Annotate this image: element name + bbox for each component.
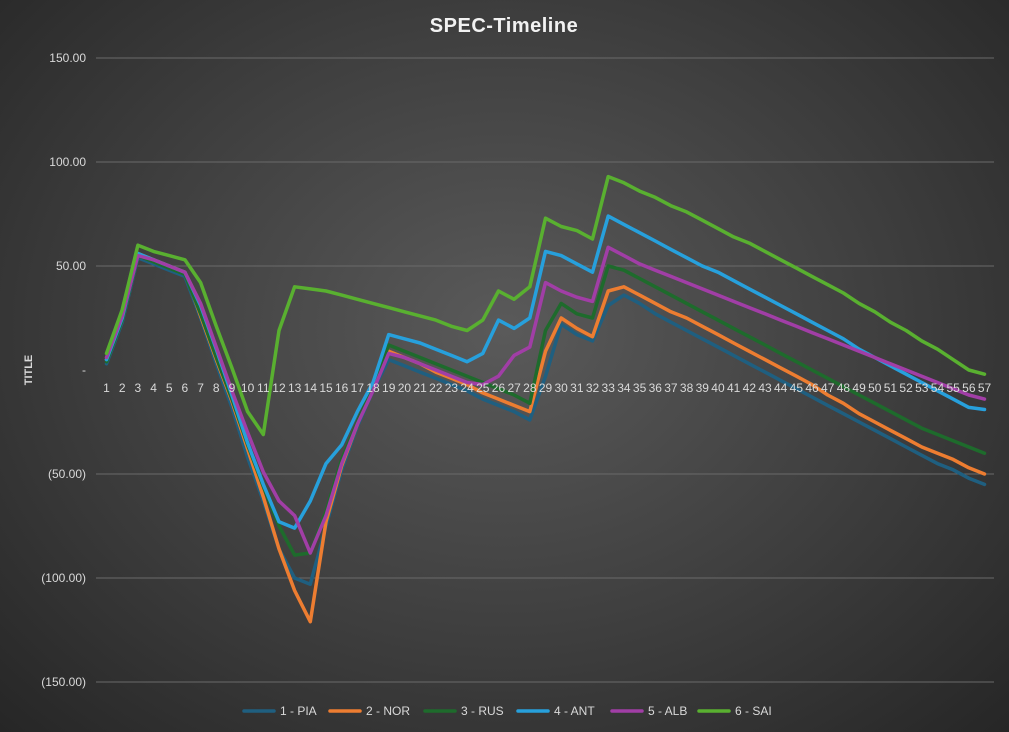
x-tick-label: 26 (492, 381, 506, 395)
x-tick-label: 15 (319, 381, 333, 395)
y-tick-label: (150.00) (41, 675, 86, 689)
gridlines (96, 57, 994, 683)
x-tick-label: 40 (711, 381, 725, 395)
x-tick-label: 41 (727, 381, 741, 395)
x-tick-label: 25 (476, 381, 490, 395)
y-tick-label: 150.00 (49, 51, 86, 65)
series-lines (104, 174, 987, 624)
x-tick-label: 35 (633, 381, 647, 395)
x-tick-label: 50 (868, 381, 882, 395)
y-tick-label: (50.00) (48, 467, 86, 481)
x-tick-label: 1 (103, 381, 110, 395)
x-tick-label: 36 (649, 381, 663, 395)
x-tick-label: 44 (774, 381, 788, 395)
x-tick-label: 10 (241, 381, 255, 395)
x-tick-label: 32 (586, 381, 600, 395)
x-tick-label: 52 (899, 381, 913, 395)
series-line (104, 174, 987, 437)
x-tick-label: 31 (570, 381, 584, 395)
x-tick-label: 24 (460, 381, 474, 395)
x-tick-label: 33 (602, 381, 616, 395)
x-tick-label: 30 (554, 381, 568, 395)
series-line (104, 245, 987, 555)
x-tick-label: 2 (119, 381, 126, 395)
x-tick-label: 29 (539, 381, 553, 395)
legend: 1 - PIA 2 - NOR 3 - RUS 4 - ANT 5 - ALB 6 - S… (242, 704, 772, 718)
x-tick-label: 13 (288, 381, 302, 395)
y-axis-label: TITLE (23, 355, 35, 386)
series-line (104, 214, 987, 530)
legend-label: 6 - SAI (735, 704, 772, 718)
x-tick-label: 8 (213, 381, 220, 395)
series-line (104, 251, 987, 624)
x-tick-label: 20 (398, 381, 412, 395)
x-tick-label: 43 (758, 381, 772, 395)
x-tick-label: 22 (429, 381, 443, 395)
x-tick-label: 27 (507, 381, 521, 395)
y-tick-label: - (82, 363, 86, 377)
x-tick-label: 21 (413, 381, 427, 395)
x-tick-label: 54 (931, 381, 945, 395)
x-tick-label: 46 (805, 381, 819, 395)
legend-label: 2 - NOR (366, 704, 410, 718)
x-tick-label: 42 (743, 381, 757, 395)
x-tick-label: 14 (304, 381, 318, 395)
x-tick-label: 9 (229, 381, 236, 395)
chart-title: SPEC-Timeline (430, 15, 578, 37)
legend-label: 3 - RUS (461, 704, 504, 718)
legend-label: 4 - ANT (554, 704, 595, 718)
x-tick-label: 48 (837, 381, 851, 395)
x-tick-label: 6 (182, 381, 189, 395)
x-tick-label: 47 (821, 381, 835, 395)
x-tick-label: 17 (351, 381, 365, 395)
x-tick-label: 34 (617, 381, 631, 395)
x-tick-label: 12 (272, 381, 286, 395)
legend-label: 5 - ALB (648, 704, 687, 718)
x-tick-label: 38 (680, 381, 694, 395)
x-tick-label: 7 (197, 381, 204, 395)
x-tick-label: 11 (257, 381, 270, 395)
x-tick-label: 16 (335, 381, 349, 395)
x-tick-label: 37 (664, 381, 678, 395)
x-tick-label: 51 (884, 381, 898, 395)
x-tick-label: 19 (382, 381, 396, 395)
y-tick-label: (100.00) (41, 571, 86, 585)
y-tick-label: 50.00 (56, 259, 86, 273)
y-axis-ticks: 150.00 100.00 50.00 - (50.00) (100.00) (150.00… (41, 51, 86, 689)
legend-label: 1 - PIA (280, 704, 317, 718)
x-tick-label: 23 (445, 381, 459, 395)
x-tick-label: 5 (166, 381, 173, 395)
x-tick-label: 56 (962, 381, 976, 395)
x-tick-label: 45 (790, 381, 804, 395)
y-tick-label: 100.00 (49, 155, 86, 169)
x-axis-ticks: 1 2 3 4 5 6 7 8 9 10 11 12 13 14 15 16 17 18 19 20 21 22 23 24 2… (103, 381, 991, 395)
x-tick-label: 55 (946, 381, 960, 395)
x-tick-label: 18 (366, 381, 380, 395)
x-tick-label: 28 (523, 381, 537, 395)
series-line (104, 255, 987, 586)
x-tick-label: 49 (852, 381, 866, 395)
x-tick-label: 53 (915, 381, 929, 395)
x-tick-label: 3 (135, 381, 142, 395)
x-tick-label: 4 (150, 381, 157, 395)
x-tick-label: 39 (696, 381, 710, 395)
x-tick-label: 57 (978, 381, 992, 395)
